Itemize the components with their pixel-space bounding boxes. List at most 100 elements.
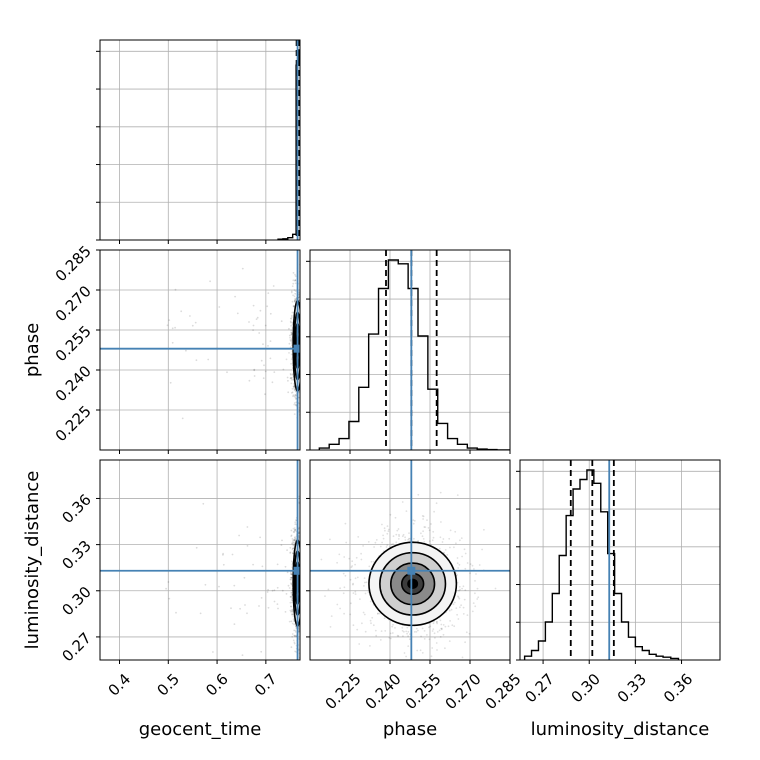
sample-point [291,543,294,545]
sample-point [300,388,302,390]
sample-point [264,393,266,396]
sample-point [195,546,198,549]
sample-point [301,566,303,568]
sample-point [290,611,292,613]
sample-point [301,589,303,591]
sample-point [389,513,392,516]
sample-point [299,668,301,670]
sample-point [354,590,357,593]
sample-point [302,591,304,593]
sample-point [301,600,303,602]
sample-point [301,356,303,358]
sample-point [303,340,305,342]
sample-point [252,304,255,307]
sample-point [301,611,303,613]
sample-point [398,535,400,537]
sample-point [458,585,461,588]
sample-point [435,502,438,505]
sample-point [300,607,302,609]
sample-point [301,575,303,577]
sample-point [291,635,294,638]
sample-point [364,581,366,584]
sample-point [407,538,409,541]
sample-point [260,650,263,653]
sample-point [301,407,303,409]
sample-point [457,595,459,598]
sample-point [259,536,261,539]
sample-point [481,548,483,551]
sample-point [269,312,272,315]
sample-point [417,493,420,496]
sample-point [266,591,269,593]
sample-point [303,610,305,612]
sample-point [459,606,461,609]
sample-point [420,532,422,535]
sample-point [303,344,305,346]
sample-point [302,564,304,566]
sample-point [301,342,303,344]
sample-point [354,593,357,595]
sample-point [452,603,455,606]
sample-point [291,633,294,635]
sample-point [367,541,370,543]
sample-point [302,560,304,562]
x-tick-label: 0.255 [402,670,445,713]
sample-point [290,591,293,594]
sample-point [301,348,303,350]
sample-point [290,332,293,335]
y-tick-label: 0.225 [52,402,95,445]
sample-point [290,378,293,381]
sample-point [304,564,306,566]
sample-point [171,327,174,330]
sample-point [301,324,303,326]
sample-point [391,625,394,628]
sample-point [266,305,269,308]
sample-point [204,583,207,586]
sample-point [290,362,292,365]
sample-point [301,292,303,294]
sample-point [301,586,303,588]
sample-point [301,349,303,351]
sample-point [189,315,191,317]
sample-point [293,539,296,542]
sample-point [351,565,354,567]
x-tick-label: 0.27 [521,670,557,706]
sample-point [165,587,168,590]
sample-point [303,353,305,355]
sample-point [342,592,345,595]
sample-point [444,625,447,628]
sample-point [456,613,458,616]
sample-point [301,337,303,339]
sample-point [291,341,293,344]
sample-point [238,534,241,537]
sample-point [301,387,303,389]
sample-point [475,573,477,575]
sample-point [469,563,472,565]
sample-point [374,629,377,632]
sample-point [298,501,300,504]
sample-point [290,610,293,612]
x-tick-label: 0.225 [322,670,365,713]
sample-point [442,538,445,540]
sample-point [384,529,386,532]
sample-point [289,573,292,575]
sample-point [291,622,294,625]
sample-point [380,630,383,632]
sample-point [413,519,416,522]
sample-point [449,546,451,549]
sample-point [327,588,330,591]
sample-point [377,613,379,615]
sample-point [432,530,435,533]
sample-point [362,545,364,547]
sample-point [287,379,289,382]
sample-point [301,354,303,356]
sample-point [428,626,430,629]
sample-point [292,294,294,297]
sample-point [289,552,292,554]
sample-point [292,543,295,546]
sample-point [291,613,294,615]
sample-point [301,323,303,325]
sample-point [301,341,303,343]
sample-point [300,295,302,297]
sample-point [302,652,304,654]
